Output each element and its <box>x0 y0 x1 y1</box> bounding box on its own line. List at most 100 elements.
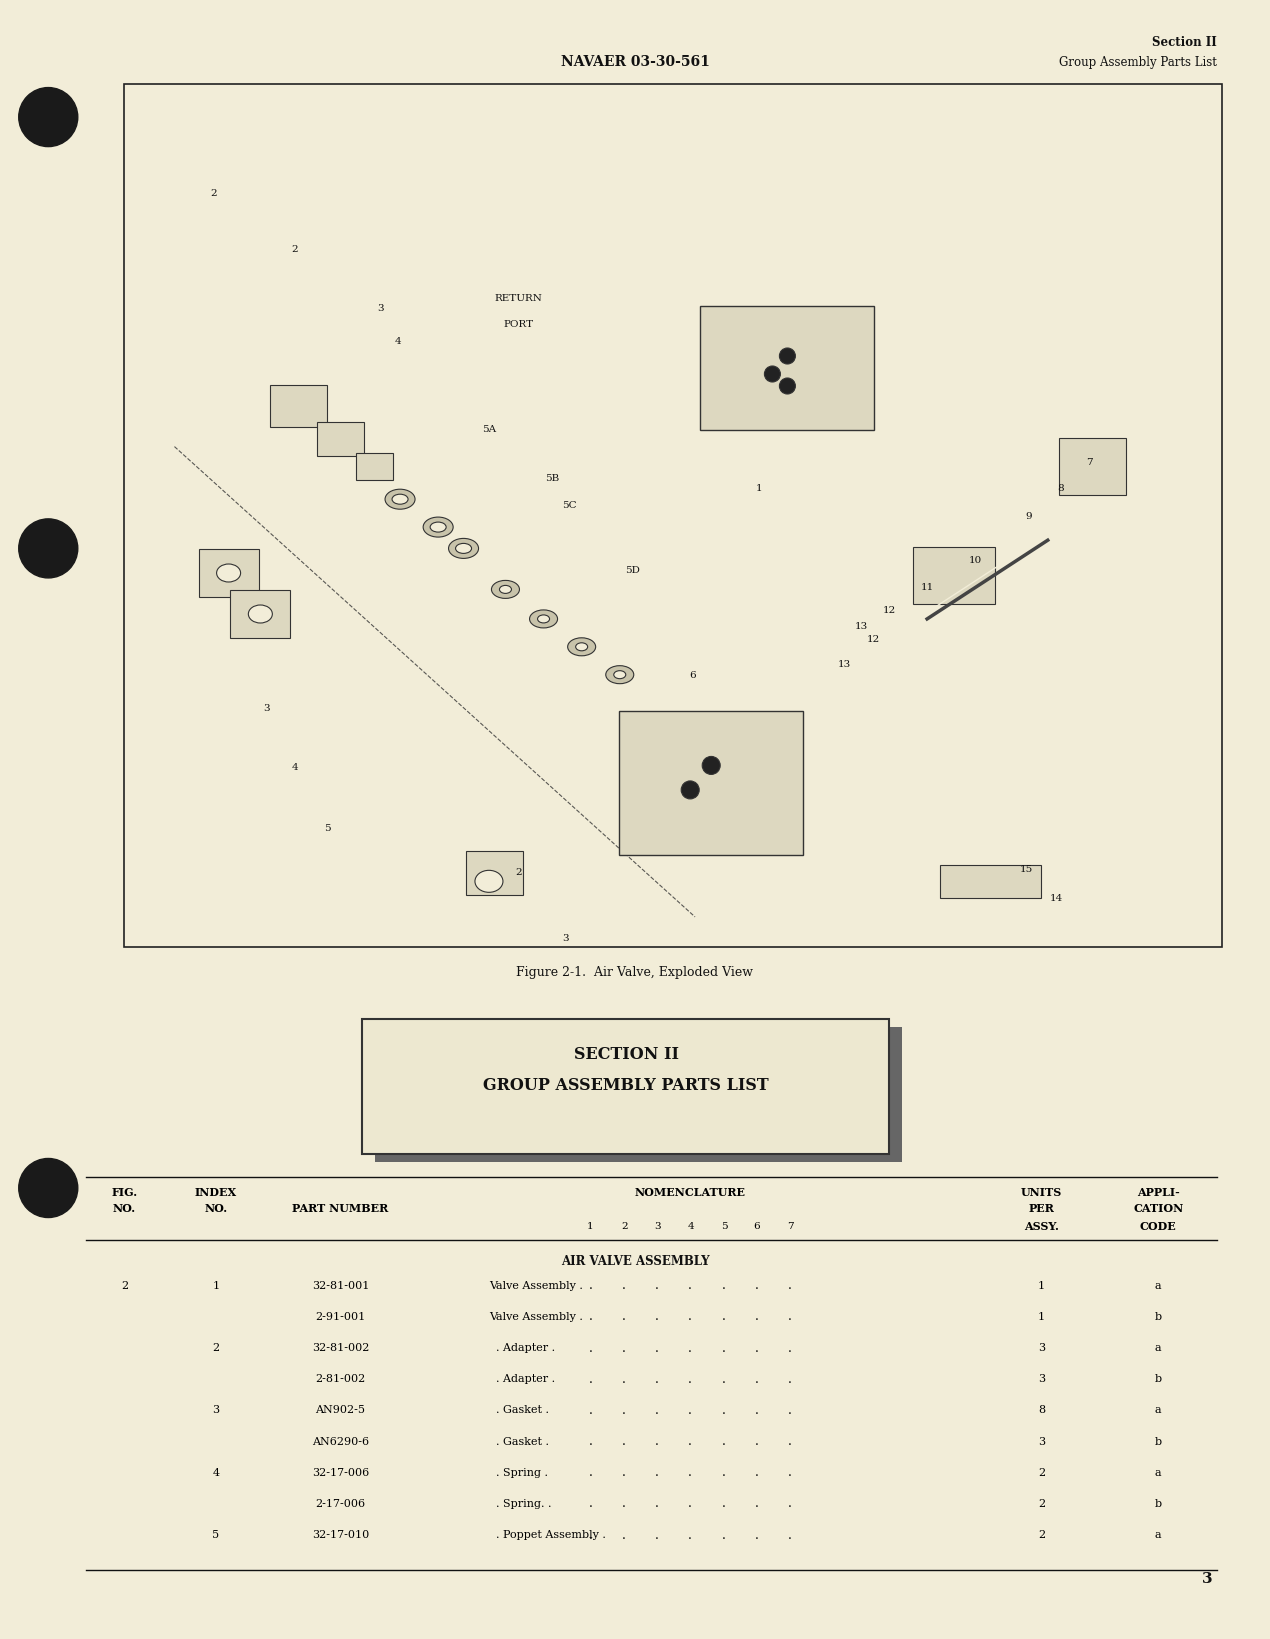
Text: 5D: 5D <box>625 565 640 575</box>
Text: .: . <box>721 1310 725 1323</box>
Text: .: . <box>655 1403 659 1416</box>
Text: 4: 4 <box>394 336 401 346</box>
Ellipse shape <box>780 349 795 365</box>
Text: .: . <box>787 1341 792 1354</box>
Text: .: . <box>787 1496 792 1510</box>
Text: .: . <box>754 1278 758 1292</box>
Ellipse shape <box>575 644 588 651</box>
Text: .: . <box>655 1341 659 1354</box>
Text: AN6290-6: AN6290-6 <box>312 1436 368 1446</box>
Text: . Adapter .: . Adapter . <box>489 1373 555 1383</box>
Text: 1: 1 <box>1038 1280 1045 1290</box>
Text: 11: 11 <box>921 582 933 592</box>
Text: 4: 4 <box>687 1221 695 1231</box>
Text: .: . <box>655 1434 659 1447</box>
Text: b: b <box>1154 1311 1162 1321</box>
Text: 2-17-006: 2-17-006 <box>315 1498 366 1508</box>
Text: .: . <box>622 1310 626 1323</box>
Text: 32-17-010: 32-17-010 <box>311 1529 370 1539</box>
Text: .: . <box>588 1278 593 1292</box>
Text: . Spring .: . Spring . <box>489 1467 547 1477</box>
Text: 3: 3 <box>1038 1436 1045 1446</box>
Text: .: . <box>588 1341 593 1354</box>
Text: 32-17-006: 32-17-006 <box>311 1467 370 1477</box>
Text: APPLI-: APPLI- <box>1137 1187 1180 1196</box>
Text: .: . <box>721 1278 725 1292</box>
Text: 5: 5 <box>720 1221 728 1231</box>
Text: 14: 14 <box>1050 893 1063 903</box>
Text: 2: 2 <box>121 1280 128 1290</box>
Text: ASSY.: ASSY. <box>1024 1221 1059 1231</box>
Text: 10: 10 <box>969 556 982 565</box>
Text: .: . <box>787 1465 792 1478</box>
Text: .: . <box>688 1434 692 1447</box>
Text: CATION: CATION <box>1133 1203 1184 1213</box>
Text: 4: 4 <box>212 1467 220 1477</box>
Text: .: . <box>688 1372 692 1385</box>
Text: a: a <box>1154 1342 1162 1352</box>
Text: 7: 7 <box>786 1221 794 1231</box>
Text: .: . <box>754 1465 758 1478</box>
Text: .: . <box>622 1341 626 1354</box>
FancyBboxPatch shape <box>230 590 291 639</box>
Text: 12: 12 <box>867 634 880 644</box>
Text: .: . <box>721 1341 725 1354</box>
Ellipse shape <box>765 367 780 384</box>
Text: NOMENCLATURE: NOMENCLATURE <box>635 1187 745 1196</box>
Text: 5: 5 <box>324 823 331 833</box>
Text: .: . <box>688 1403 692 1416</box>
Text: .: . <box>787 1278 792 1292</box>
Ellipse shape <box>423 518 453 538</box>
Ellipse shape <box>568 639 596 656</box>
Ellipse shape <box>456 544 471 554</box>
Text: .: . <box>655 1528 659 1541</box>
Ellipse shape <box>530 611 558 628</box>
Text: SECTION II: SECTION II <box>574 1046 678 1062</box>
Text: 7: 7 <box>1086 457 1093 467</box>
Text: .: . <box>754 1496 758 1510</box>
Text: 32-81-002: 32-81-002 <box>311 1342 370 1352</box>
Text: .: . <box>588 1372 593 1385</box>
Text: . Gasket .: . Gasket . <box>489 1436 549 1446</box>
Ellipse shape <box>606 667 634 683</box>
Text: 2-81-002: 2-81-002 <box>315 1373 366 1383</box>
Text: 5A: 5A <box>481 425 497 434</box>
Text: .: . <box>787 1528 792 1541</box>
Text: .: . <box>754 1372 758 1385</box>
Ellipse shape <box>537 616 550 623</box>
Text: 2: 2 <box>210 188 217 198</box>
Text: .: . <box>688 1496 692 1510</box>
Ellipse shape <box>249 606 272 623</box>
Bar <box>362 1019 889 1154</box>
Text: 6: 6 <box>753 1221 761 1231</box>
Text: NO.: NO. <box>113 1203 136 1213</box>
Text: Group Assembly Parts List: Group Assembly Parts List <box>1059 56 1217 69</box>
Text: 8: 8 <box>1057 484 1064 493</box>
Text: AN902-5: AN902-5 <box>315 1405 366 1414</box>
Text: .: . <box>588 1403 593 1416</box>
Text: .: . <box>622 1278 626 1292</box>
Text: 2: 2 <box>514 867 522 877</box>
Text: a: a <box>1154 1467 1162 1477</box>
Text: .: . <box>721 1496 725 1510</box>
Text: .: . <box>754 1528 758 1541</box>
Text: 3: 3 <box>212 1405 220 1414</box>
Text: .: . <box>754 1434 758 1447</box>
Text: 2: 2 <box>212 1342 220 1352</box>
Text: .: . <box>588 1528 593 1541</box>
Text: 1: 1 <box>587 1221 594 1231</box>
Text: FIG.: FIG. <box>112 1187 137 1196</box>
Text: .: . <box>787 1434 792 1447</box>
FancyBboxPatch shape <box>316 423 364 456</box>
Circle shape <box>19 1159 77 1218</box>
Polygon shape <box>940 865 1041 898</box>
Text: PER: PER <box>1029 1203 1054 1213</box>
Text: Section II: Section II <box>1152 36 1217 49</box>
Text: 2: 2 <box>1038 1529 1045 1539</box>
Text: 3: 3 <box>1038 1373 1045 1383</box>
Text: . Adapter .: . Adapter . <box>489 1342 555 1352</box>
Ellipse shape <box>499 587 512 593</box>
Text: AIR VALVE ASSEMBLY: AIR VALVE ASSEMBLY <box>560 1254 710 1267</box>
Text: 5C: 5C <box>561 500 577 510</box>
FancyBboxPatch shape <box>271 385 326 428</box>
